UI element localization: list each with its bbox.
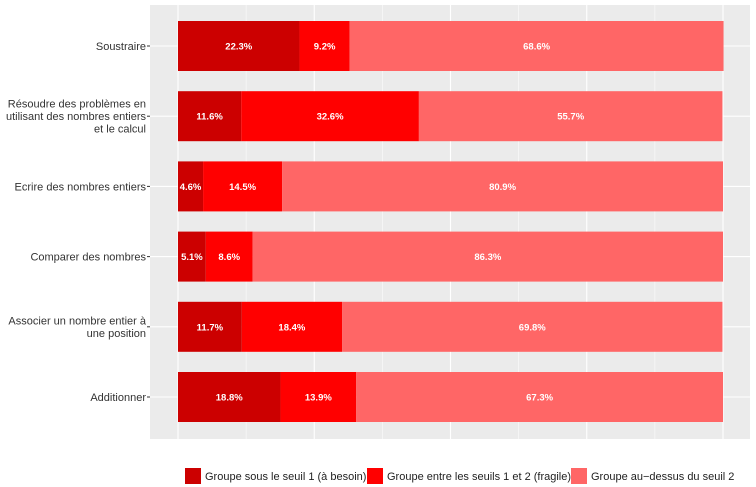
category-label-line: Soustraire (96, 41, 146, 53)
data-label: 11.6% (196, 112, 223, 123)
data-label: 18.8% (216, 393, 243, 404)
category-label: Additionner (90, 392, 146, 404)
data-label: 67.3% (526, 393, 553, 404)
category-label-line: Additionner (90, 392, 146, 404)
legend-swatch (571, 468, 587, 484)
category-label-line: et le calcul (94, 124, 146, 136)
data-label: 18.4% (278, 322, 305, 333)
bar-segment (342, 301, 723, 352)
data-label: 14.5% (229, 182, 256, 193)
bar-segment (418, 91, 723, 142)
bar-segment (241, 301, 343, 352)
category-label-line: une position (87, 328, 146, 340)
bar-segment (178, 231, 206, 282)
data-label: 68.6% (523, 42, 550, 53)
bar-segment (282, 161, 723, 212)
bar-group: 22.3% 9.2% 68.6% 11.6% 32.6% 55.7% 4.6% 14.5% 80… (178, 21, 724, 422)
data-label: 9.2% (314, 42, 336, 53)
category-label-line: Comparer des nombres (30, 252, 146, 264)
bar-segment (349, 21, 724, 71)
data-label: 32.6% (317, 112, 344, 123)
bar-segment (205, 231, 253, 282)
category-label-line: Ecrire des nombres entiers (15, 181, 147, 193)
category-label: Associer un nombre entier à une position (8, 316, 146, 341)
legend-label: Groupe sous le seuil 1 (à besoin) (205, 471, 366, 483)
data-label: 22.3% (225, 42, 252, 53)
bar-segment (299, 21, 350, 71)
category-label: Soustraire (96, 41, 146, 53)
bar-segment (178, 161, 204, 212)
bar-segment (203, 161, 283, 212)
bar-segment (178, 301, 242, 352)
bar-segment (356, 372, 723, 422)
legend-label: Groupe entre les seuils 1 et 2 (fragile) (387, 471, 571, 483)
bar-segment (280, 372, 357, 422)
category-label-line: Associer un nombre entier à (8, 316, 146, 328)
category-label-line: utilisant des nombres entiers (6, 111, 147, 123)
data-label: 11.7% (197, 322, 224, 333)
legend-label: Groupe au−dessus du seuil 2 (591, 471, 734, 483)
data-label: 86.3% (474, 252, 501, 263)
category-label: Résoudre des problèmes en utilisant des n… (6, 99, 147, 136)
data-label: 80.9% (489, 182, 516, 193)
bar-segment (178, 91, 242, 142)
legend-swatch (367, 468, 383, 484)
bar-segment (252, 231, 724, 282)
bar-segment (241, 91, 419, 142)
bar-segment (178, 21, 300, 71)
legend: Groupe sous le seuil 1 (à besoin) Groupe … (185, 468, 734, 484)
category-label-line: Résoudre des problèmes en (8, 99, 146, 111)
data-label: 5.1% (181, 252, 203, 263)
data-label: 8.6% (218, 252, 240, 263)
category-label: Comparer des nombres (30, 252, 146, 264)
data-label: 69.8% (519, 322, 546, 333)
data-label: 4.6% (180, 182, 202, 193)
bar-segment (178, 372, 281, 422)
category-label: Ecrire des nombres entiers (15, 181, 147, 193)
data-label: 13.9% (305, 393, 332, 404)
legend-swatch (185, 468, 201, 484)
y-axis: Soustraire Résoudre des problèmes en utili… (6, 41, 150, 404)
data-label: 55.7% (557, 112, 584, 123)
